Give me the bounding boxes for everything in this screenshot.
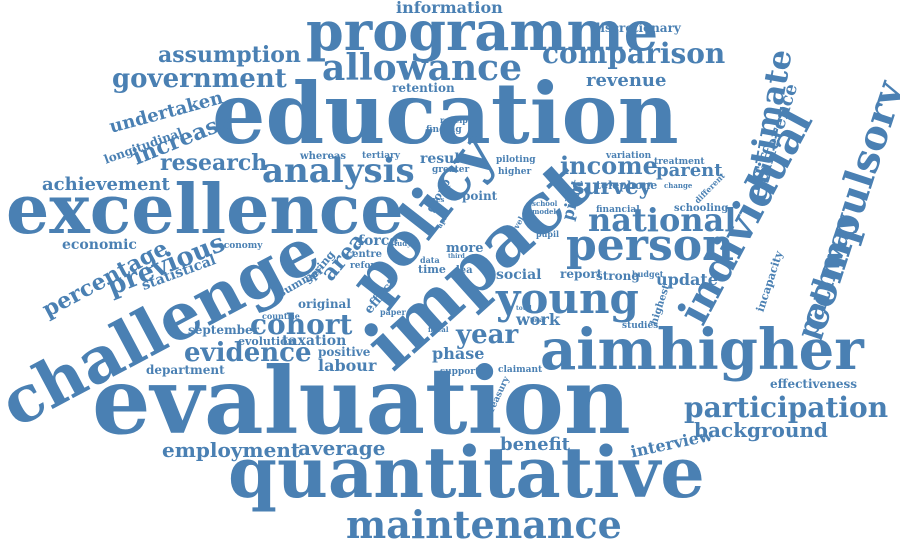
word-background: background (694, 418, 828, 442)
word-strong: strong (596, 269, 640, 283)
word-evidence: evidence (184, 338, 312, 368)
word-programme: programme (306, 0, 659, 63)
word-study: study (390, 239, 412, 248)
word-excellence: excellence (6, 170, 404, 250)
word-social: social (496, 267, 542, 283)
word-average: average (298, 436, 386, 460)
word-phase: phase (432, 344, 485, 363)
word-income: income (560, 151, 658, 180)
word-variation: variation (606, 151, 652, 161)
word-tertiary: tertiary (362, 151, 401, 161)
word-total-2: total (530, 317, 546, 324)
word-school: school (532, 199, 558, 208)
word-participation: participation (684, 391, 889, 424)
word-cohort: cohort (250, 308, 353, 341)
word-lea: lea (456, 265, 473, 276)
word-financial: financial (596, 205, 640, 215)
word-analysis: analysis (262, 151, 415, 191)
word-update: update (656, 270, 718, 289)
word-time: time (418, 263, 446, 276)
word-studies: studies (622, 321, 659, 331)
word-government: government (112, 64, 287, 94)
word-receipt: receipt (440, 115, 472, 125)
word-research: research (160, 150, 268, 176)
word-total: total (516, 305, 532, 312)
word-employment: employment (162, 438, 301, 462)
word-telephone: telephone (596, 179, 658, 192)
word-treatment: treatment (654, 157, 705, 167)
word-aim: aim (432, 205, 447, 214)
word-incapacity: incapacity (753, 249, 786, 314)
word-higher: higher (498, 167, 532, 177)
word-economic: economic (62, 237, 137, 253)
word-labour: labour (318, 356, 377, 375)
word-national: national (588, 201, 737, 239)
word-fiscal: fiscal (428, 325, 449, 334)
word-centre: centre (346, 249, 382, 260)
word-person: person (566, 220, 735, 271)
word-model: model (532, 207, 557, 216)
word-taxation: taxation (282, 333, 347, 349)
word-countrie: countrie (262, 311, 300, 321)
word-change: change (664, 181, 693, 190)
word-revenue: revenue (586, 70, 667, 91)
word-year: year (456, 320, 519, 350)
word-reform: reform (350, 261, 385, 271)
word-aimhigher: aimhigher (540, 317, 864, 383)
word-comparison: comparison (542, 37, 726, 70)
word-education: education (212, 64, 679, 163)
word-information: information (396, 0, 503, 17)
word-original: original (298, 297, 351, 311)
word-force: force (358, 233, 399, 249)
word-department: department (146, 363, 225, 377)
word-result: result (420, 151, 467, 167)
word-report: report (560, 267, 603, 281)
word-assumption: assumption (158, 42, 301, 68)
word-work: work (516, 310, 560, 329)
word-parent: parent (656, 160, 723, 181)
word-pupil: pupil (536, 229, 560, 239)
word-effectiveness: effectiveness (770, 377, 858, 391)
word-evaluation: evaluation (92, 347, 631, 455)
word-positive: positive (318, 345, 371, 359)
word-point: point (462, 189, 498, 203)
word-finding: finding (426, 125, 462, 135)
word-taxes: taxes (424, 195, 445, 204)
word-quantitative: quantitative (228, 431, 705, 514)
word-benefit: benefit (500, 434, 570, 455)
word-budget: budget (632, 269, 664, 279)
word-allowance: allowance (322, 47, 523, 89)
word-discretionary: discretionary (592, 21, 681, 35)
word-whereas: whereas (300, 151, 346, 162)
word-young: young (496, 274, 639, 323)
word-september: september (188, 323, 260, 337)
word-more: more (446, 241, 484, 256)
word-support: support (440, 367, 480, 377)
word-economy: economy (218, 241, 263, 251)
word-paper: paper (380, 307, 406, 317)
word-greater: greater (432, 165, 470, 175)
word-third: third (448, 253, 465, 260)
word-schooling: schooling (674, 203, 729, 214)
word-data: data (420, 255, 440, 265)
word-piloting: piloting (496, 155, 536, 165)
word-survey: survey (572, 174, 652, 200)
word-maintenance: maintenance (346, 502, 622, 544)
word-claimant: claimant (498, 365, 543, 375)
word-retention: retention (392, 81, 455, 95)
word-evolution: evolution (238, 335, 296, 348)
word-achievement: achievement (42, 174, 170, 195)
